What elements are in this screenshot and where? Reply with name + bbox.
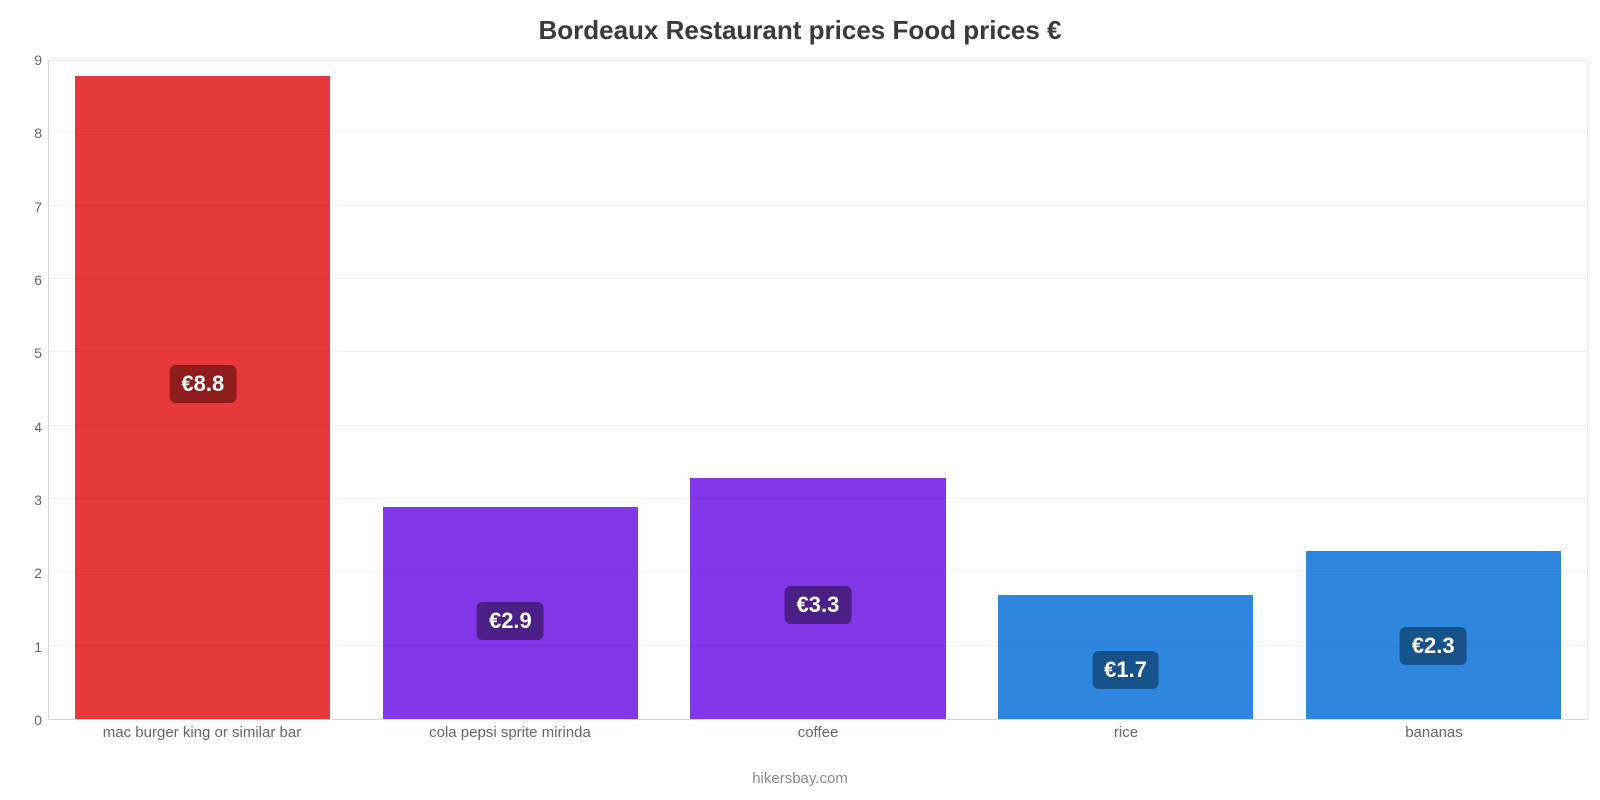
plot-area: €8.8 €2.9 €3.3 €1.7 €2.3	[48, 60, 1588, 720]
y-tick-label: 2	[6, 565, 42, 581]
gridline	[49, 498, 1587, 499]
gridline	[49, 278, 1587, 279]
y-tick-label: 6	[6, 272, 42, 288]
value-badge: €8.8	[169, 365, 236, 403]
value-badge: €2.9	[477, 602, 544, 640]
x-tick-label: bananas	[1280, 724, 1588, 741]
gridline	[49, 131, 1587, 132]
gridline	[49, 351, 1587, 352]
y-tick-label: 5	[6, 345, 42, 361]
gridline	[49, 645, 1587, 646]
gridline	[49, 205, 1587, 206]
gridline	[49, 58, 1587, 59]
gridline	[49, 425, 1587, 426]
bar-slot: €1.7	[972, 61, 1280, 719]
y-tick-label: 7	[6, 199, 42, 215]
y-tick-label: 9	[6, 52, 42, 68]
chart-title: Bordeaux Restaurant prices Food prices €	[0, 15, 1600, 46]
bar-slot: €8.8	[49, 61, 357, 719]
x-tick-label: coffee	[664, 724, 972, 741]
bar: €3.3	[690, 478, 945, 719]
x-tick-label: cola pepsi sprite mirinda	[356, 724, 664, 741]
bar: €1.7	[998, 595, 1253, 719]
bar-slot: €3.3	[664, 61, 972, 719]
x-axis-ticks: mac burger king or similar barcola pepsi…	[48, 724, 1588, 741]
bars-container: €8.8 €2.9 €3.3 €1.7 €2.3	[49, 61, 1587, 719]
bar: €2.3	[1306, 551, 1561, 719]
bar-slot: €2.3	[1279, 61, 1587, 719]
bar-slot: €2.9	[357, 61, 665, 719]
bar: €8.8	[75, 76, 330, 719]
y-tick-label: 8	[6, 125, 42, 141]
value-badge: €1.7	[1092, 651, 1159, 689]
x-tick-label: rice	[972, 724, 1280, 741]
value-badge: €3.3	[785, 586, 852, 624]
y-tick-label: 3	[6, 492, 42, 508]
bar-chart: Bordeaux Restaurant prices Food prices €…	[0, 0, 1600, 800]
chart-footer: hikersbay.com	[0, 770, 1600, 787]
bar: €2.9	[383, 507, 638, 719]
gridline	[49, 571, 1587, 572]
x-tick-label: mac burger king or similar bar	[48, 724, 356, 741]
y-tick-label: 0	[6, 712, 42, 728]
y-tick-label: 4	[6, 419, 42, 435]
y-tick-label: 1	[6, 639, 42, 655]
